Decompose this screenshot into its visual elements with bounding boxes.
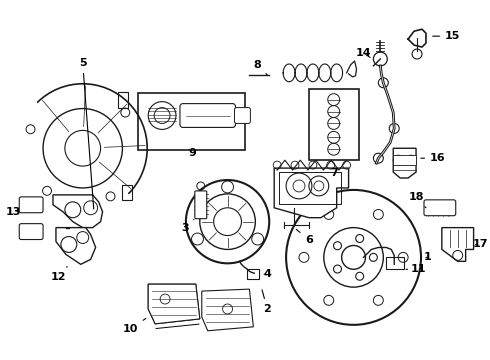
Bar [138,93,245,150]
Bar [118,93,128,108]
Text: 1: 1 [424,252,432,262]
FancyBboxPatch shape [19,224,43,239]
Text: 6: 6 [296,229,313,244]
Text: 8: 8 [253,60,267,75]
Polygon shape [393,148,416,178]
Polygon shape [393,155,416,165]
Text: 14: 14 [356,48,371,58]
Text: 18: 18 [408,192,426,208]
Bar [386,257,404,269]
Text: 12: 12 [51,266,67,282]
FancyBboxPatch shape [235,108,250,123]
Text: 2: 2 [262,290,271,314]
Text: 7: 7 [330,168,338,178]
Polygon shape [148,284,200,324]
Polygon shape [202,289,253,331]
Text: 10: 10 [122,319,146,334]
Bar [279,172,341,204]
Text: 17: 17 [473,239,488,249]
Text: 13: 13 [5,207,21,217]
Text: 9: 9 [188,148,196,158]
Polygon shape [53,195,102,228]
Polygon shape [442,228,474,261]
Polygon shape [274,168,348,218]
Text: 11: 11 [406,264,426,274]
Text: 16: 16 [421,153,446,163]
FancyBboxPatch shape [180,104,236,127]
Polygon shape [56,228,96,264]
Text: 4: 4 [263,269,271,279]
FancyBboxPatch shape [19,197,43,213]
Bar [122,185,132,201]
FancyBboxPatch shape [424,200,456,216]
Polygon shape [148,284,200,324]
Bar [309,89,359,160]
FancyBboxPatch shape [195,191,207,219]
Text: 15: 15 [433,31,461,41]
Text: 5: 5 [79,58,94,209]
Text: 3: 3 [181,220,194,233]
